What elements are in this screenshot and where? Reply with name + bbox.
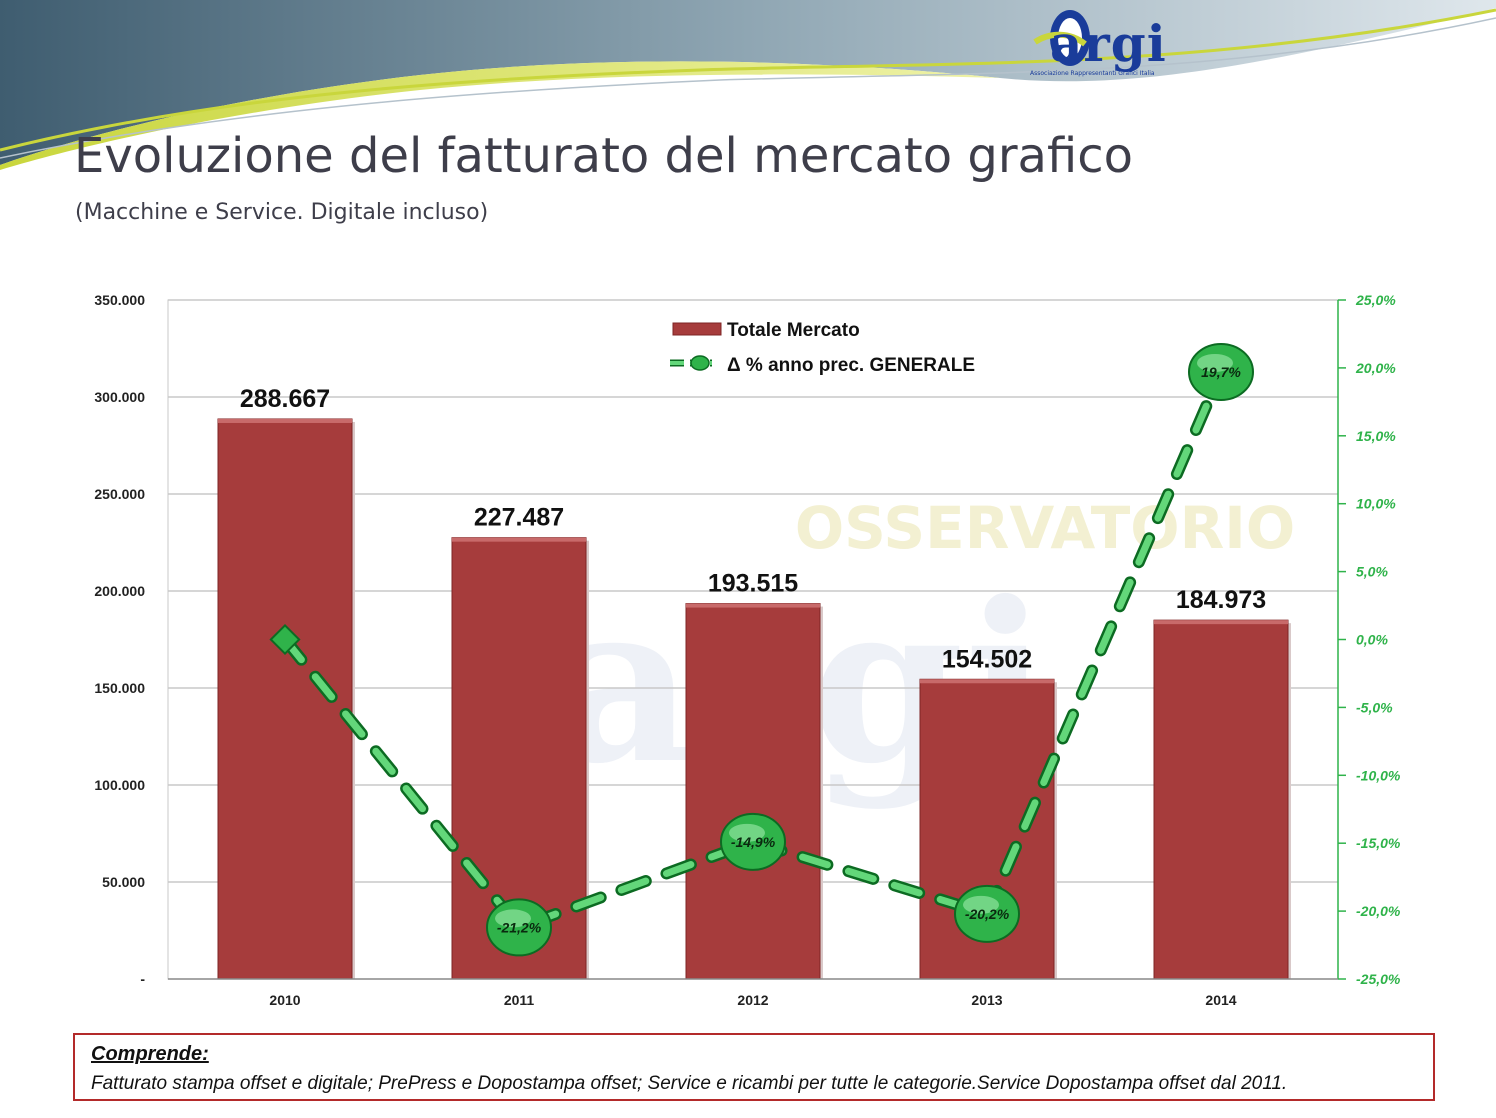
bar — [1153, 619, 1289, 980]
right-tick-label: 10,0% — [1356, 496, 1396, 512]
x-axis: 2010 2011 2012 2013 2014 — [168, 978, 1338, 1008]
delta-line — [281, 368, 1225, 932]
line-series: -21,2% -14,9% -20,2% 19,7% — [269, 342, 1254, 957]
left-tick-label: 300.000 — [94, 389, 145, 405]
bar-value-label: 193.515 — [708, 570, 798, 598]
delta-point-label: 19,7% — [1201, 364, 1241, 380]
right-tick-label: 0,0% — [1356, 632, 1388, 648]
bar-top-highlight — [218, 418, 352, 423]
right-tick-label: -10,0% — [1356, 767, 1401, 783]
x-tick-label: 2014 — [1205, 992, 1236, 1008]
x-tick-label: 2010 — [269, 992, 300, 1008]
slide-subtitle: (Macchine e Service. Digitale incluso) — [75, 200, 489, 225]
bar-top-highlight — [1154, 620, 1288, 625]
bar-top-highlight — [686, 603, 820, 608]
legend-line-marker — [690, 355, 710, 371]
argi-logo — [1025, 2, 1195, 92]
delta-point-label: -21,2% — [497, 919, 542, 935]
legend-line-label: Δ % anno prec. GENERALE — [727, 355, 975, 376]
bar-top-highlight — [920, 679, 1054, 684]
bar-value-label: 227.487 — [474, 504, 564, 532]
right-tick-label: 20,0% — [1355, 360, 1396, 376]
legend: Totale Mercato Δ % anno prec. GENERALE — [670, 320, 975, 376]
legend-bar-label: Totale Mercato — [727, 320, 860, 341]
left-tick-label: 150.000 — [94, 680, 145, 696]
x-tick-label: 2013 — [971, 992, 1002, 1008]
slide-title: Evoluzione del fatturato del mercato gra… — [74, 128, 1133, 184]
bar — [685, 603, 821, 980]
bar-value-label: 154.502 — [942, 645, 1032, 673]
delta-point-label: -14,9% — [731, 834, 776, 850]
right-tick-label: -25,0% — [1356, 971, 1401, 987]
bar-value-label: 288.667 — [240, 385, 330, 413]
right-axis: -25,0% -20,0% -15,0% -10,0% -5,0% 0,0% 5,0% 10,… — [1337, 292, 1401, 987]
argi-logo-icon — [1033, 10, 1090, 66]
left-tick-label: 100.000 — [94, 777, 145, 793]
x-tick-label: 2012 — [737, 992, 768, 1008]
left-tick-label: 350.000 — [94, 292, 145, 308]
left-tick-label: 200.000 — [94, 583, 145, 599]
delta-point-highlight — [495, 909, 531, 928]
bar-value-labels: 288.667 227.487 193.515 154.502 184.973 — [240, 385, 1266, 673]
logo-subtext: Associazione Rappresentanti Grafici Ital… — [1030, 70, 1155, 77]
bar-top-highlight — [452, 537, 586, 542]
left-axis: - 50.000 100.000 150.000 200.000 250.000 300.0… — [94, 292, 145, 987]
note-heading: Comprende: — [91, 1043, 209, 1065]
right-tick-label: 15,0% — [1356, 428, 1396, 444]
right-tick-label: -5,0% — [1356, 699, 1393, 715]
bar-value-label: 184.973 — [1176, 586, 1266, 614]
note-box: Comprende: Fatturato stampa offset e dig… — [73, 1033, 1435, 1101]
bar-series — [217, 418, 1291, 980]
legend-bar-swatch — [672, 322, 722, 336]
delta-point-highlight — [1197, 353, 1233, 372]
delta-point-highlight — [729, 823, 765, 842]
delta-point-highlight — [963, 895, 999, 914]
watermark-text: OSSERVATORIO — [795, 494, 1295, 562]
right-tick-label: -20,0% — [1356, 903, 1401, 919]
left-tick-label: 250.000 — [94, 486, 145, 502]
logo-text: argi — [1050, 14, 1167, 73]
note-text: Fatturato stampa offset e digitale; PreP… — [91, 1073, 1288, 1094]
right-tick-label: 25,0% — [1355, 292, 1396, 308]
revenue-chart: OSSERVATORIOargi 288.667227.487193.51515… — [94, 292, 1401, 1008]
x-tick-label: 2011 — [504, 992, 535, 1008]
delta-point-label: -20,2% — [965, 906, 1010, 922]
right-tick-label: 5,0% — [1356, 564, 1388, 580]
right-tick-label: -15,0% — [1356, 835, 1401, 851]
left-tick-label: 50.000 — [102, 874, 145, 890]
delta-point — [269, 623, 301, 656]
header-banner — [0, 0, 1496, 170]
left-tick-label: - — [140, 971, 145, 987]
